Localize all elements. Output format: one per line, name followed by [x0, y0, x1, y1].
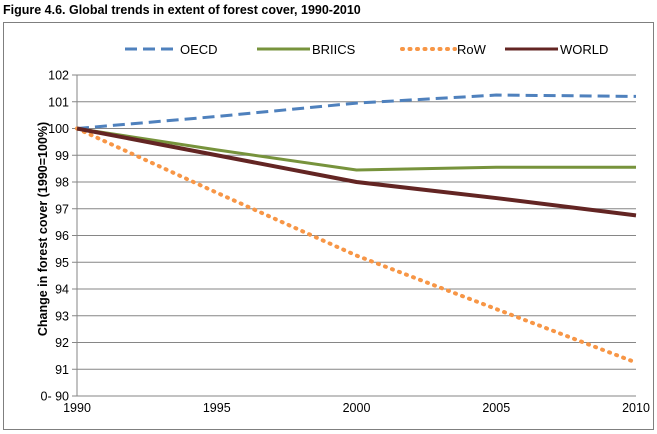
series-lines: [75, 93, 638, 365]
y-tick-labels: 0- 90 91 92 93 94 95 96 97 98 99 100 101 102: [41, 69, 70, 404]
y-tick-label: 102: [48, 69, 69, 83]
legend-label-briics: BRIICS: [312, 42, 356, 57]
y-tick-label: 93: [55, 309, 69, 323]
x-tick-label: 2010: [622, 401, 650, 415]
x-tick-label: 1990: [63, 401, 91, 415]
y-tick-label: 101: [48, 95, 69, 109]
y-tick-label: 95: [55, 256, 69, 270]
y-tick-label: 98: [55, 176, 69, 190]
legend: OECD BRIICS RoW WORLD: [125, 42, 608, 57]
x-tick-label: 1995: [203, 401, 231, 415]
y-tick-label: 100: [48, 122, 69, 136]
y-tick-label: 92: [55, 336, 69, 350]
series-line-row: [75, 126, 638, 365]
series-line-world: [76, 126, 637, 218]
x-tick-labels: 1990 1995 2000 2005 2010: [63, 401, 650, 415]
chart-frame: [3, 22, 654, 430]
y-tick-label: 0- 90: [41, 390, 70, 404]
legend-label-world: WORLD: [560, 42, 608, 57]
y-tick-label: 96: [55, 229, 69, 243]
series-line-oecd: [76, 93, 637, 130]
legend-label-row: RoW: [457, 42, 487, 57]
x-tick-label: 2000: [343, 401, 371, 415]
series-line-briics: [76, 127, 636, 172]
y-axis-label: Change in forest cover (1990=100%): [36, 122, 50, 336]
x-tick-label: 2005: [482, 401, 510, 415]
y-tick-label: 91: [55, 363, 69, 377]
figure-title: Figure 4.6. Global trends in extent of f…: [3, 3, 361, 17]
legend-label-oecd: OECD: [180, 42, 218, 57]
y-tick-label: 97: [55, 202, 69, 216]
y-tick-label: 99: [55, 149, 69, 163]
gridlines: [77, 74, 636, 370]
y-tick-label: 94: [55, 283, 69, 297]
